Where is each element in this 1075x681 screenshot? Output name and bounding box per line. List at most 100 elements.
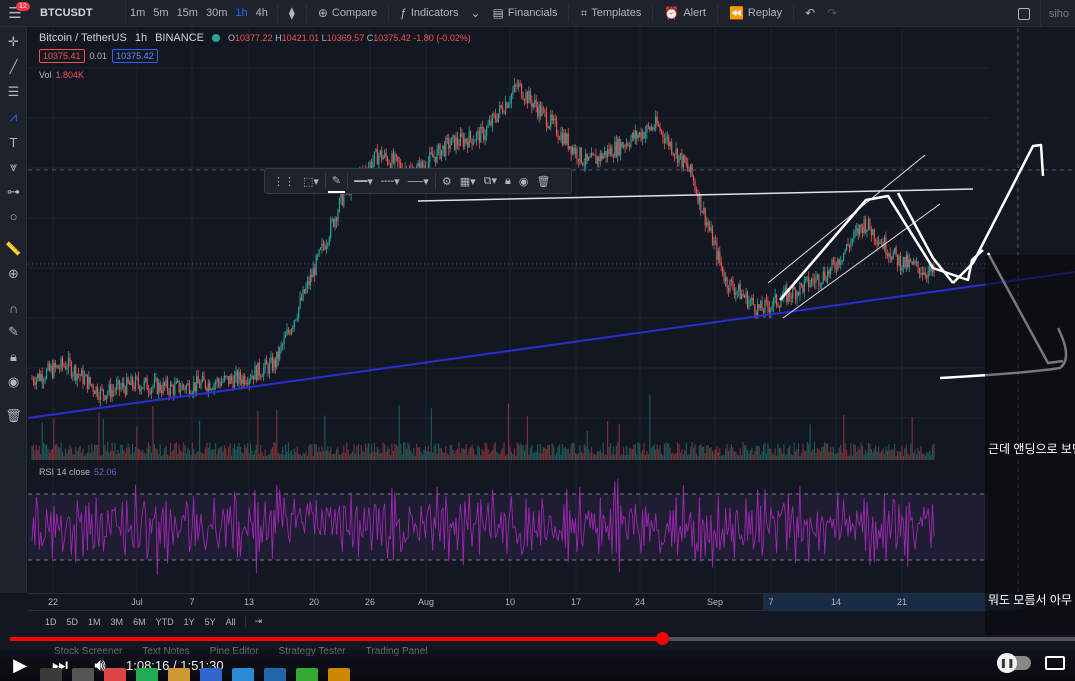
price-chart[interactable]: [28, 28, 1075, 593]
compare-button[interactable]: ⊕ Compare: [317, 6, 378, 20]
range-all[interactable]: All: [225, 616, 236, 627]
candle-body: [386, 157, 389, 164]
time-axis[interactable]: 22 Jul 7 13 20 26 Aug 10 17 24 Sep 7 14 …: [28, 593, 1023, 610]
time-tick: 20: [308, 597, 320, 607]
range-5y[interactable]: 5Y: [204, 616, 216, 627]
candle-body: [618, 139, 620, 155]
indicators-dropdown[interactable]: ⌄: [465, 0, 487, 27]
lock-icon[interactable]: 🔒︎: [10, 349, 17, 364]
visibility-icon[interactable]: ▦▾: [459, 175, 476, 188]
range-1d[interactable]: 1D: [45, 616, 57, 627]
undo-button[interactable]: ↶: [799, 0, 821, 27]
menu-button[interactable]: ☰ 12: [0, 0, 30, 27]
volume-bar: [672, 453, 674, 460]
volume-bar: [145, 453, 147, 460]
delete-icon[interactable]: 🗑︎: [536, 175, 551, 188]
range-3m[interactable]: 3M: [110, 616, 124, 627]
template-icon[interactable]: ⬚▾: [303, 175, 319, 188]
prediction-icon[interactable]: ⊶: [7, 184, 20, 199]
candle-body: [164, 382, 166, 387]
symbol-search[interactable]: BTCUSDT: [30, 0, 126, 27]
volume-bar: [223, 445, 225, 460]
candle-body: [927, 270, 929, 278]
magnet-icon[interactable]: ∩: [8, 300, 19, 316]
volume-bar: [794, 451, 797, 460]
pattern-icon[interactable]: ⩔: [9, 159, 18, 174]
sell-price[interactable]: 10375.41: [39, 49, 85, 63]
layout-icon[interactable]: [1017, 7, 1030, 20]
candle-body: [896, 254, 899, 266]
volume-bar: [810, 451, 813, 460]
volume-bar: [104, 444, 106, 460]
range-1m[interactable]: 1M: [88, 616, 101, 627]
redo-button[interactable]: ↷: [821, 0, 843, 27]
ruler-icon[interactable]: 📏: [5, 241, 22, 256]
lock-pencil-icon[interactable]: ✎: [8, 324, 19, 339]
alert-button[interactable]: ⏰ Alert: [664, 6, 706, 20]
chart-type-button[interactable]: ⧫: [283, 0, 301, 27]
range-1y[interactable]: 1Y: [183, 616, 195, 627]
crosshair-icon[interactable]: ✛: [8, 34, 19, 49]
volume-bar: [375, 452, 377, 460]
candle-body: [765, 300, 768, 301]
pitchfork-icon[interactable]: ⩘: [9, 109, 18, 124]
candle-body: [778, 306, 781, 308]
settings-gear-icon[interactable]: ⚙: [441, 175, 452, 188]
candle-body: [672, 153, 674, 155]
zoom-icon[interactable]: ⊕: [8, 266, 19, 281]
candle-body: [781, 297, 784, 301]
volume-bar: [37, 449, 39, 460]
candle-body: [590, 153, 593, 158]
play-icon[interactable]: ▶: [13, 655, 27, 675]
autoplay-toggle[interactable]: ❚❚: [997, 653, 1031, 673]
candle-body: [341, 193, 343, 206]
user-menu[interactable]: siho: [1039, 0, 1069, 27]
timeframe-4h[interactable]: 4h: [255, 7, 268, 19]
range-5d[interactable]: 5D: [66, 616, 79, 627]
horizontal-lines-icon[interactable]: ☰: [7, 84, 20, 99]
trendline-icon[interactable]: ╱: [9, 59, 18, 74]
candle-body: [519, 83, 521, 85]
candle-body: [650, 127, 652, 130]
timeframe-5m[interactable]: 5m: [153, 7, 169, 19]
indicators-button[interactable]: ƒ Indicators: [400, 6, 459, 20]
video-progress-bar[interactable]: [10, 637, 1075, 641]
volume-bar: [588, 449, 590, 460]
financials-button[interactable]: ▤ Financials: [492, 6, 558, 20]
goto-date-icon[interactable]: ⇥: [254, 616, 263, 626]
lock-icon[interactable]: 🔒︎: [505, 174, 511, 187]
candle-body: [604, 151, 606, 155]
buy-price[interactable]: 10375.42: [112, 49, 158, 63]
line-width-icon[interactable]: ━━▾: [354, 175, 373, 188]
line-end-icon[interactable]: ──▾: [407, 175, 429, 188]
pencil-color-icon[interactable]: ✎: [327, 169, 346, 193]
range-ytd[interactable]: YTD: [155, 616, 174, 627]
subtitles-icon[interactable]: [1045, 656, 1065, 670]
timeframe-15m[interactable]: 15m: [176, 7, 198, 19]
eye-icon[interactable]: ◉: [7, 374, 20, 389]
candle-body: [446, 138, 448, 139]
trash-icon[interactable]: 🗑︎: [5, 408, 22, 423]
clone-icon[interactable]: ⧉▾: [483, 175, 497, 187]
candle-body: [471, 138, 473, 145]
volume-bar: [743, 445, 746, 460]
hide-eye-icon[interactable]: ◉: [518, 175, 529, 188]
templates-button[interactable]: ⌗ Templates: [580, 5, 642, 20]
volume-icon[interactable]: 🔊︎: [94, 655, 106, 675]
volume-bar: [843, 414, 845, 460]
candle-body: [226, 376, 228, 377]
timeframe-1m[interactable]: 1m: [130, 7, 146, 19]
scrubber-handle[interactable]: [655, 632, 669, 645]
volume-bar: [892, 449, 894, 460]
line-style-icon[interactable]: ╌╌▾: [380, 175, 400, 188]
range-6m[interactable]: 6M: [133, 616, 146, 627]
replay-button[interactable]: ⏪ Replay: [728, 6, 783, 20]
volume-bar: [636, 454, 638, 460]
drag-handle-icon[interactable]: ⋮⋮: [273, 175, 295, 188]
circle-shape-icon[interactable]: ○: [9, 208, 18, 224]
timeframe-30m[interactable]: 30m: [205, 7, 228, 19]
candle-body: [120, 386, 122, 390]
text-icon[interactable]: T: [9, 134, 18, 150]
timeframe-1h[interactable]: 1h: [235, 7, 248, 19]
volume-bar: [50, 449, 52, 460]
